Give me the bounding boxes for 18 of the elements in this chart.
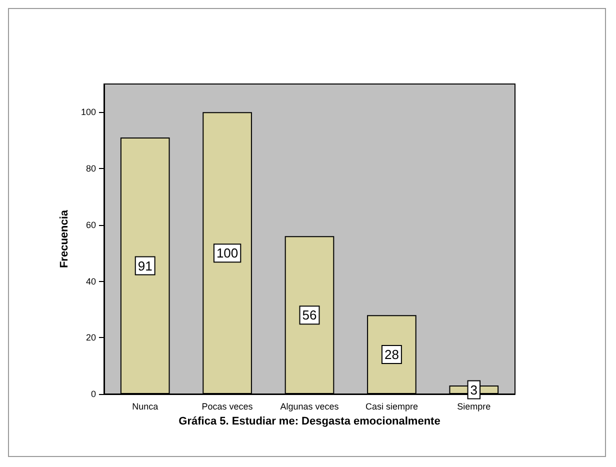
x-tick-label: Siempre	[457, 402, 491, 412]
data-label: 28	[384, 347, 399, 362]
y-tick-label: 40	[86, 276, 96, 286]
y-tick-label: 20	[86, 332, 96, 343]
data-label: 3	[470, 382, 478, 398]
x-tick-label: Pocas veces	[202, 402, 254, 412]
y-tick-label: 80	[86, 164, 96, 174]
x-tick-label: Casi siempre	[365, 402, 418, 412]
y-tick-label: 0	[90, 389, 96, 399]
x-axis-title: Gráfica 5. Estudiar me: Desgasta emocionalmente	[178, 416, 440, 428]
y-tick-label: 100	[80, 107, 96, 118]
data-label: 56	[302, 308, 317, 323]
x-tick-label: Algunas veces	[280, 402, 340, 412]
y-axis-title: Frecuencia	[58, 209, 71, 268]
y-tick-label: 60	[86, 220, 96, 230]
data-label: 100	[216, 246, 238, 261]
x-tick-label: Nunca	[132, 402, 158, 412]
data-label: 91	[138, 258, 152, 274]
